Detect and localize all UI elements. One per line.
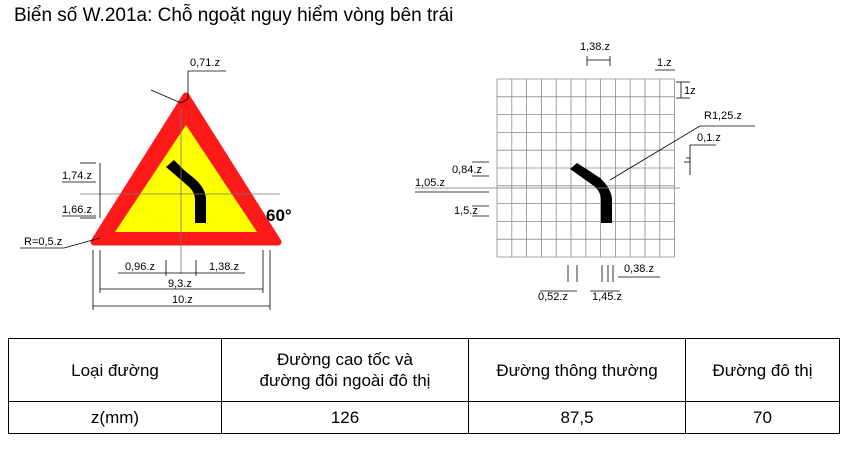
grid-dim-cell-w: 1.z	[657, 57, 672, 69]
grid-dim-145: 1,45.z	[592, 291, 622, 303]
dim-b1: 0,96.z	[125, 261, 155, 273]
grid-dim-084: 0,84.z	[452, 164, 482, 176]
table-header-cell: Đường cao tốc và đường đôi ngoài đô thị	[221, 338, 469, 402]
left-curve-symbol	[166, 160, 206, 223]
page-title: Biển số W.201a: Chỗ ngoặt nguy hiểm vòng…	[14, 5, 454, 26]
sign-dimension-lines	[20, 70, 280, 310]
grid-dim-offset: 0,1.z	[697, 132, 721, 144]
table-header-cell: Đường đô thị	[685, 338, 840, 402]
dim-h1: 1,74.z	[62, 170, 92, 182]
grid-dim-105: 1,05.z	[415, 177, 445, 189]
construction-grid	[496, 78, 675, 258]
warning-sign	[90, 92, 282, 246]
table-header-cell: Đường thông thường	[468, 338, 686, 402]
grid-dim-038: 0,38.z	[624, 263, 654, 275]
technical-drawing: 0,71.z 1,74.z 1,66.z R=0,5.z 0,96.z 1,38…	[20, 41, 755, 310]
table-header-row: Loại đường Đường cao tốc và đường đôi ng…	[8, 338, 840, 402]
table-cell: 87,5	[468, 401, 686, 434]
table-cell: 70	[685, 401, 840, 434]
table-header-cell: Loại đường	[8, 338, 222, 402]
grid-dim-15: 1,5.z	[454, 205, 478, 217]
dim-base: 10.z	[172, 294, 193, 306]
table-row: z(mm) 126 87,5 70	[8, 401, 840, 434]
grid-dim-052: 0,52.z	[538, 291, 568, 303]
row-label: z(mm)	[8, 401, 222, 434]
table-cell: 126	[221, 401, 469, 434]
dim-radius: R=0,5.z	[24, 236, 62, 248]
grid-curve-symbol	[570, 163, 612, 223]
grid-dim-radius: R1,25.z	[704, 110, 742, 122]
spec-table: Loại đường Đường cao tốc và đường đôi ng…	[8, 338, 840, 434]
dim-b2: 1,38.z	[209, 261, 239, 273]
grid-dim-cell-h: 1z	[684, 85, 696, 97]
grid-dim-top: 1,38.z	[580, 41, 610, 53]
angle-label: 60°	[266, 206, 292, 225]
grid-dimension-lines	[415, 56, 755, 292]
dim-border: 0,71.z	[190, 57, 220, 69]
dim-h2: 1,66.z	[62, 204, 92, 216]
dim-inner-base: 9,3.z	[168, 278, 192, 290]
